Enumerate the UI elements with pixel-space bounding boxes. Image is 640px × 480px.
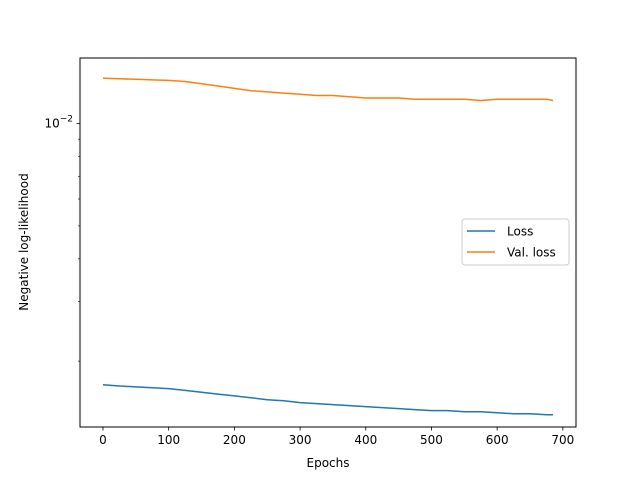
x-tick-label: 100 <box>157 433 180 447</box>
legend-label-loss: Loss <box>507 225 533 239</box>
y-axis-ticks: 10−2 <box>44 115 80 362</box>
x-tick-label: 600 <box>486 433 509 447</box>
x-tick-label: 300 <box>289 433 312 447</box>
y-tick-label: 10−2 <box>44 115 73 131</box>
x-axis-ticks: 0 100 200 300 400 500 600 700 <box>99 427 574 447</box>
x-tick-label: 700 <box>551 433 574 447</box>
x-tick-label: 500 <box>420 433 443 447</box>
x-tick-label: 0 <box>99 433 107 447</box>
x-axis-label: Epochs <box>307 456 350 470</box>
series-line-loss <box>102 383 553 416</box>
series-line-val-loss <box>102 77 554 102</box>
x-tick-label: 200 <box>223 433 246 447</box>
y-axis-label: Negative log-likelihood <box>17 173 31 310</box>
x-tick-label: 400 <box>354 433 377 447</box>
legend-label-val-loss: Val. loss <box>507 246 556 260</box>
plot-frame <box>79 57 577 428</box>
legend: Loss Val. loss <box>461 218 570 266</box>
series-layer <box>102 77 554 416</box>
